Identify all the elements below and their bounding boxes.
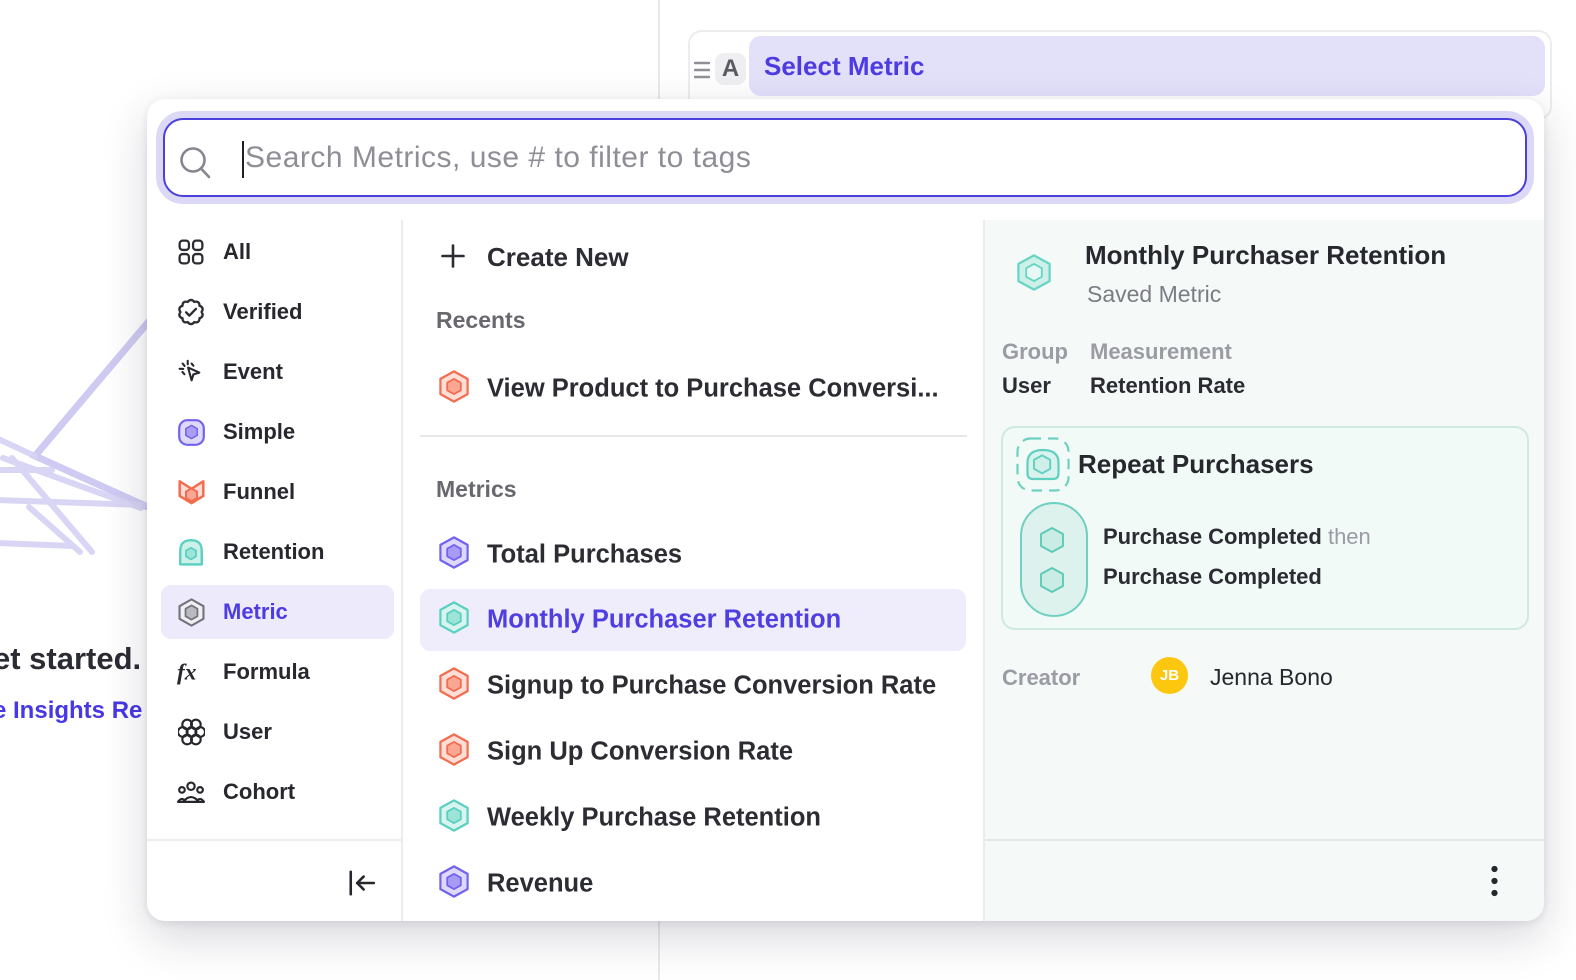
svg-text:fx: fx — [177, 659, 197, 685]
